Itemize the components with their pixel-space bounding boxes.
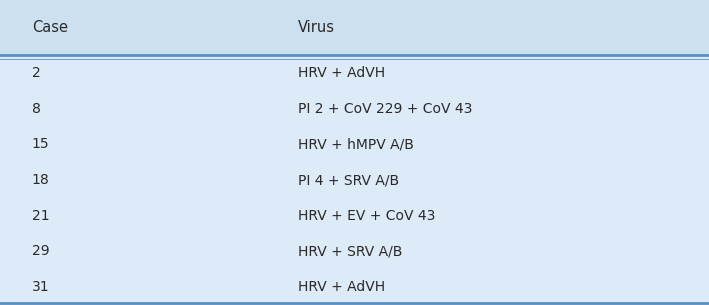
Text: 21: 21	[32, 209, 50, 223]
Text: 18: 18	[32, 173, 50, 187]
Bar	[0, 0, 709, 55]
Text: 31: 31	[32, 280, 50, 294]
Text: 15: 15	[32, 137, 50, 151]
Text: HRV + SRV A/B: HRV + SRV A/B	[298, 244, 402, 258]
Text: HRV + hMPV A/B: HRV + hMPV A/B	[298, 137, 413, 151]
Text: Case: Case	[32, 20, 68, 35]
Text: PI 4 + SRV A/B: PI 4 + SRV A/B	[298, 173, 399, 187]
Text: 29: 29	[32, 244, 50, 258]
Text: 8: 8	[32, 102, 41, 116]
Text: 2: 2	[32, 66, 40, 80]
Text: PI 2 + CoV 229 + CoV 43: PI 2 + CoV 229 + CoV 43	[298, 102, 472, 116]
Text: Virus: Virus	[298, 20, 335, 35]
Text: HRV + AdVH: HRV + AdVH	[298, 280, 385, 294]
Text: HRV + AdVH: HRV + AdVH	[298, 66, 385, 80]
Text: HRV + EV + CoV 43: HRV + EV + CoV 43	[298, 209, 435, 223]
